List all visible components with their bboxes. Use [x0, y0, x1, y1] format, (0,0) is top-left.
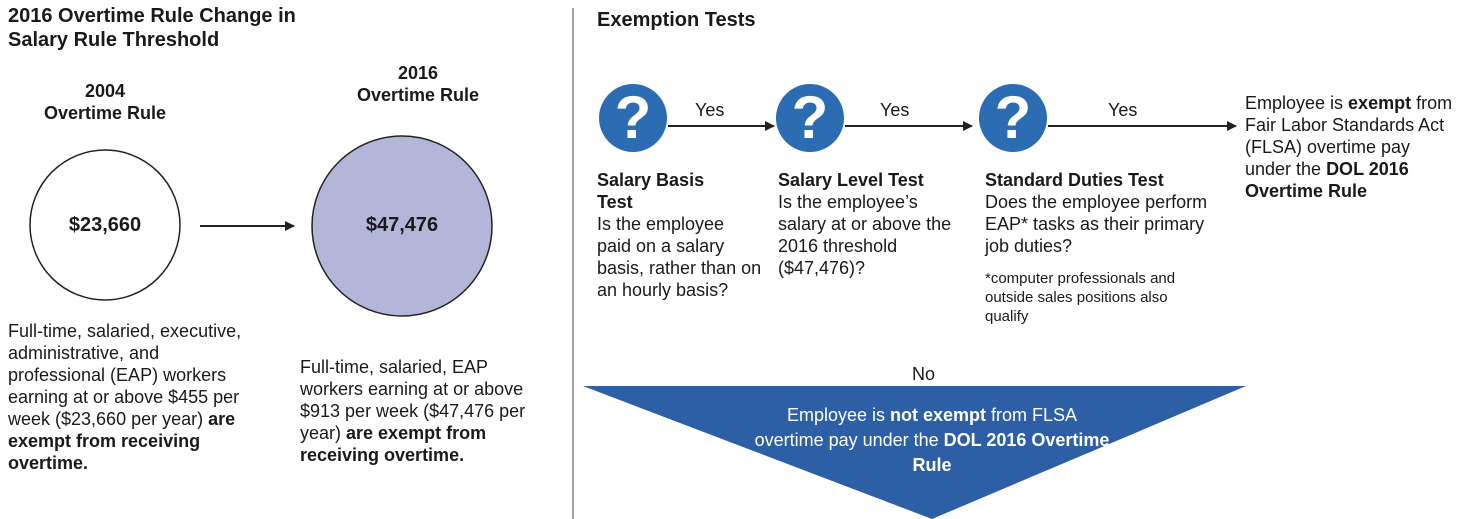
rule-name: Overtime Rule	[356, 85, 480, 105]
yes-label: Yes	[880, 100, 910, 120]
test-label: Standard Duties Test	[985, 170, 1164, 190]
text-segment: from Fair Labor Standards Act (FLSA) ove…	[1245, 93, 1453, 179]
text-segment: DOL 2016 Overtime Rule	[912, 430, 1110, 475]
text-segment: exempt	[1348, 93, 1412, 113]
amount: $23,660	[68, 214, 142, 236]
amount: $47,476	[365, 214, 439, 236]
not-exempt-result: Employee is not exempt from FLSA overtim…	[752, 403, 1112, 478]
right-title: Exemption Tests	[597, 9, 756, 31]
text-segment: Full-time, salaried, executive, administ…	[8, 321, 242, 429]
title-line: 2016 Overtime Rule Change in	[8, 5, 296, 27]
description: Full-time, salaried, executive, administ…	[8, 320, 258, 474]
text-segment: not exempt	[890, 405, 987, 425]
test: Salary Basis Test Is the employee paid o…	[597, 169, 762, 301]
test-question: Is the employee paid on a salary basis, …	[597, 214, 762, 300]
test-question: Is the employee’s salary at or above the…	[778, 192, 952, 278]
left-title: 2016 Overtime Rule Change in Salary Rule…	[8, 4, 296, 52]
description: Full-time, salaried, EAP workers earning…	[300, 356, 550, 466]
text-segment: DOL 2016 Overtime Rule	[1245, 159, 1409, 201]
text-segment: are exempt from receiving overtime.	[8, 409, 236, 473]
test-label: Salary Basis Test	[597, 170, 705, 212]
text-segment: Full-time, salaried, EAP workers earning…	[300, 357, 526, 443]
question-icon: ?	[979, 84, 1047, 152]
text-segment: Employee is	[786, 405, 890, 425]
question-icon: ?	[599, 84, 667, 152]
footnote: *computer professionals and outside sale…	[985, 270, 1176, 325]
yes-label: Yes	[1108, 100, 1138, 120]
test-label: Salary Level Test	[778, 170, 924, 190]
text-segment: Employee is	[1245, 93, 1349, 113]
svg-text:?: ?	[615, 84, 652, 151]
circle-2016	[311, 135, 493, 317]
rule-name: Overtime Rule	[43, 103, 167, 123]
year: 2016	[397, 63, 439, 83]
title-line: Salary Rule Threshold	[8, 29, 220, 51]
text-segment: from FLSA overtime pay under the	[754, 405, 1078, 450]
exempt-result: Employee is exempt from Fair Labor Stand…	[1245, 92, 1455, 202]
yes-label: Yes	[695, 100, 725, 120]
circle-2004	[29, 149, 181, 301]
test: Standard Duties Test Does the employee p…	[985, 169, 1220, 326]
year: 2004	[84, 81, 126, 101]
rule-header: 2004 Overtime Rule	[5, 80, 205, 124]
not-exempt-triangle	[583, 386, 1246, 519]
svg-text:?: ?	[792, 84, 829, 151]
question-icon: ?	[776, 84, 844, 152]
no-label: No	[912, 364, 936, 384]
text-segment: are exempt from receiving overtime.	[300, 423, 487, 465]
test-question: Does the employee perform EAP* tasks as …	[985, 192, 1208, 256]
rule-header: 2016 Overtime Rule	[318, 62, 518, 106]
svg-text:?: ?	[995, 84, 1032, 151]
test: Salary Level Test Is the employee’s sala…	[778, 169, 963, 279]
